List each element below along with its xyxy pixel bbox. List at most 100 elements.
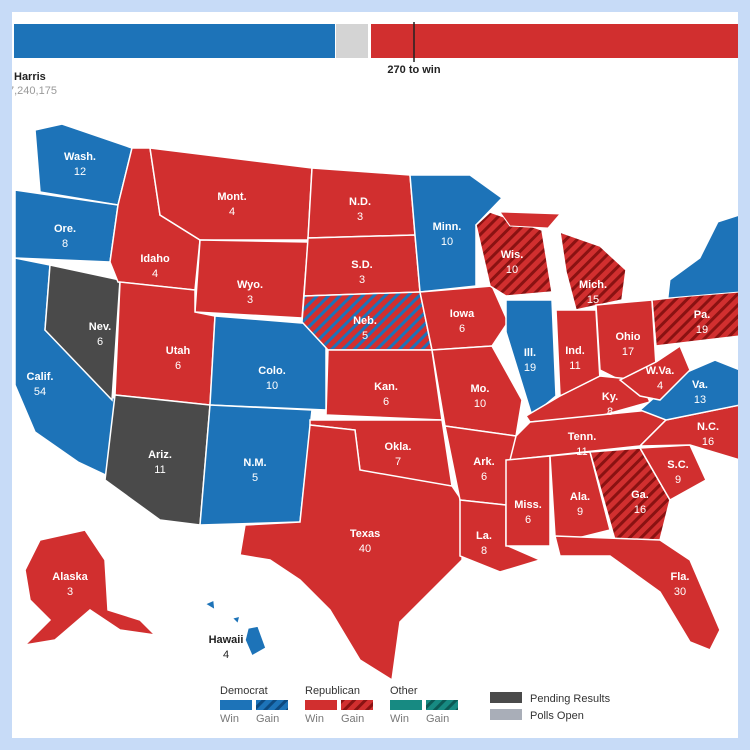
state-shape	[104, 394, 211, 526]
state-name: W.Va.	[646, 365, 675, 377]
state-shape	[505, 455, 551, 547]
state-votes: 9	[675, 474, 681, 486]
threshold-label: 270 to win	[387, 64, 440, 76]
state-votes: 12	[74, 166, 86, 178]
state-shape	[589, 447, 671, 541]
legend-title: Democrat	[220, 685, 268, 697]
legend-title: Other	[390, 685, 418, 697]
state-name: Ind.	[565, 345, 585, 357]
state-votes: 16	[634, 504, 646, 516]
legend-item: Win	[305, 713, 324, 725]
rep-bar	[371, 24, 738, 58]
state-name: Nev.	[89, 321, 111, 333]
state-votes: 4	[223, 649, 229, 661]
state-votes: 10	[474, 398, 486, 410]
state-votes: 8	[607, 406, 613, 418]
state-votes: 10	[506, 264, 518, 276]
state-votes: 8	[481, 545, 487, 557]
state-name: Mo.	[471, 383, 490, 395]
state-name: La.	[476, 530, 492, 542]
state-shape	[618, 344, 691, 401]
state-votes: 16	[702, 436, 714, 448]
state-shape	[549, 451, 611, 541]
legend-swatch	[490, 709, 522, 720]
candidate-votes: 7,240,175	[12, 85, 57, 97]
state-name: Mont.	[217, 191, 246, 203]
legend-item: Win	[220, 713, 239, 725]
state-shape	[475, 211, 553, 297]
state-name: Wash.	[64, 151, 96, 163]
state-votes: 10	[441, 236, 453, 248]
state-votes: 13	[694, 394, 706, 406]
state-name: S.D.	[351, 259, 372, 271]
state-name: Neb.	[353, 315, 377, 327]
state-name: Ohio	[615, 331, 640, 343]
state-votes: 3	[67, 586, 73, 598]
state-votes: 8	[62, 238, 68, 250]
state-name: Texas	[350, 528, 380, 540]
legend-swatch	[390, 700, 422, 710]
legend-swatch	[490, 692, 522, 703]
state-name: N.M.	[243, 457, 266, 469]
legend-item: Gain	[341, 713, 364, 725]
state-votes: 5	[362, 330, 368, 342]
state-shape	[203, 598, 267, 658]
candidate-name: Harris	[14, 71, 46, 83]
state-shape	[34, 123, 133, 206]
state-shape	[559, 230, 627, 311]
state-name: Kan.	[374, 381, 398, 393]
state-votes: 30	[674, 586, 686, 598]
state-name: S.C.	[667, 459, 688, 471]
state-shape	[44, 264, 121, 402]
state-votes: 11	[569, 360, 580, 372]
state-votes: 3	[359, 274, 365, 286]
state-votes: 54	[34, 386, 46, 398]
state-name: Utah	[166, 345, 191, 357]
state-name: N.C.	[697, 421, 719, 433]
state-name: Ariz.	[148, 449, 172, 461]
state-votes: 6	[525, 514, 531, 526]
state-name: Minn.	[433, 221, 462, 233]
legend-swatch	[305, 700, 337, 710]
legend-item: Polls Open	[530, 710, 584, 722]
state-name: Ga.	[631, 489, 649, 501]
legend-title: Republican	[305, 685, 360, 697]
legend-swatch	[426, 700, 458, 710]
pending-bar	[336, 24, 368, 58]
state-votes: 19	[696, 324, 708, 336]
state-name: Mich.	[579, 279, 607, 291]
state-votes: 4	[657, 380, 663, 392]
state-name: Alaska	[52, 571, 88, 583]
state-votes: 6	[459, 323, 465, 335]
state-name: Pa.	[694, 309, 711, 321]
state-votes: 11	[576, 446, 587, 458]
state-votes: 17	[622, 346, 634, 358]
state-name: Miss.	[514, 499, 542, 511]
state-votes: 3	[247, 294, 253, 306]
dem-bar	[14, 24, 335, 58]
state-shape	[431, 345, 523, 437]
state-shape	[419, 285, 509, 351]
map: 270 to win Harris 7,240,175 Wash. 12 Ore. 8…	[12, 22, 738, 725]
legend-swatch	[256, 700, 288, 710]
state-name: Calif.	[27, 371, 54, 383]
state-name: Tenn.	[568, 431, 597, 443]
state-votes: 5	[252, 472, 258, 484]
state-votes: 11	[154, 464, 165, 476]
state-votes: 15	[587, 294, 599, 306]
state-votes: 6	[175, 360, 181, 372]
state-name: Ill.	[524, 347, 536, 359]
state-name: Idaho	[140, 253, 170, 265]
state-shape	[149, 147, 313, 241]
state-name: Ark.	[473, 456, 494, 468]
state-votes: 10	[266, 380, 278, 392]
state-votes: 7	[395, 456, 401, 468]
state-votes: 6	[383, 396, 389, 408]
state-name: Ala.	[570, 491, 590, 503]
state-votes: 19	[524, 362, 536, 374]
state-votes: 4	[229, 206, 235, 218]
state-shape	[499, 211, 562, 229]
state-shape	[554, 535, 721, 651]
state-name: Va.	[692, 379, 708, 391]
state-name: Hawaii	[209, 634, 244, 646]
